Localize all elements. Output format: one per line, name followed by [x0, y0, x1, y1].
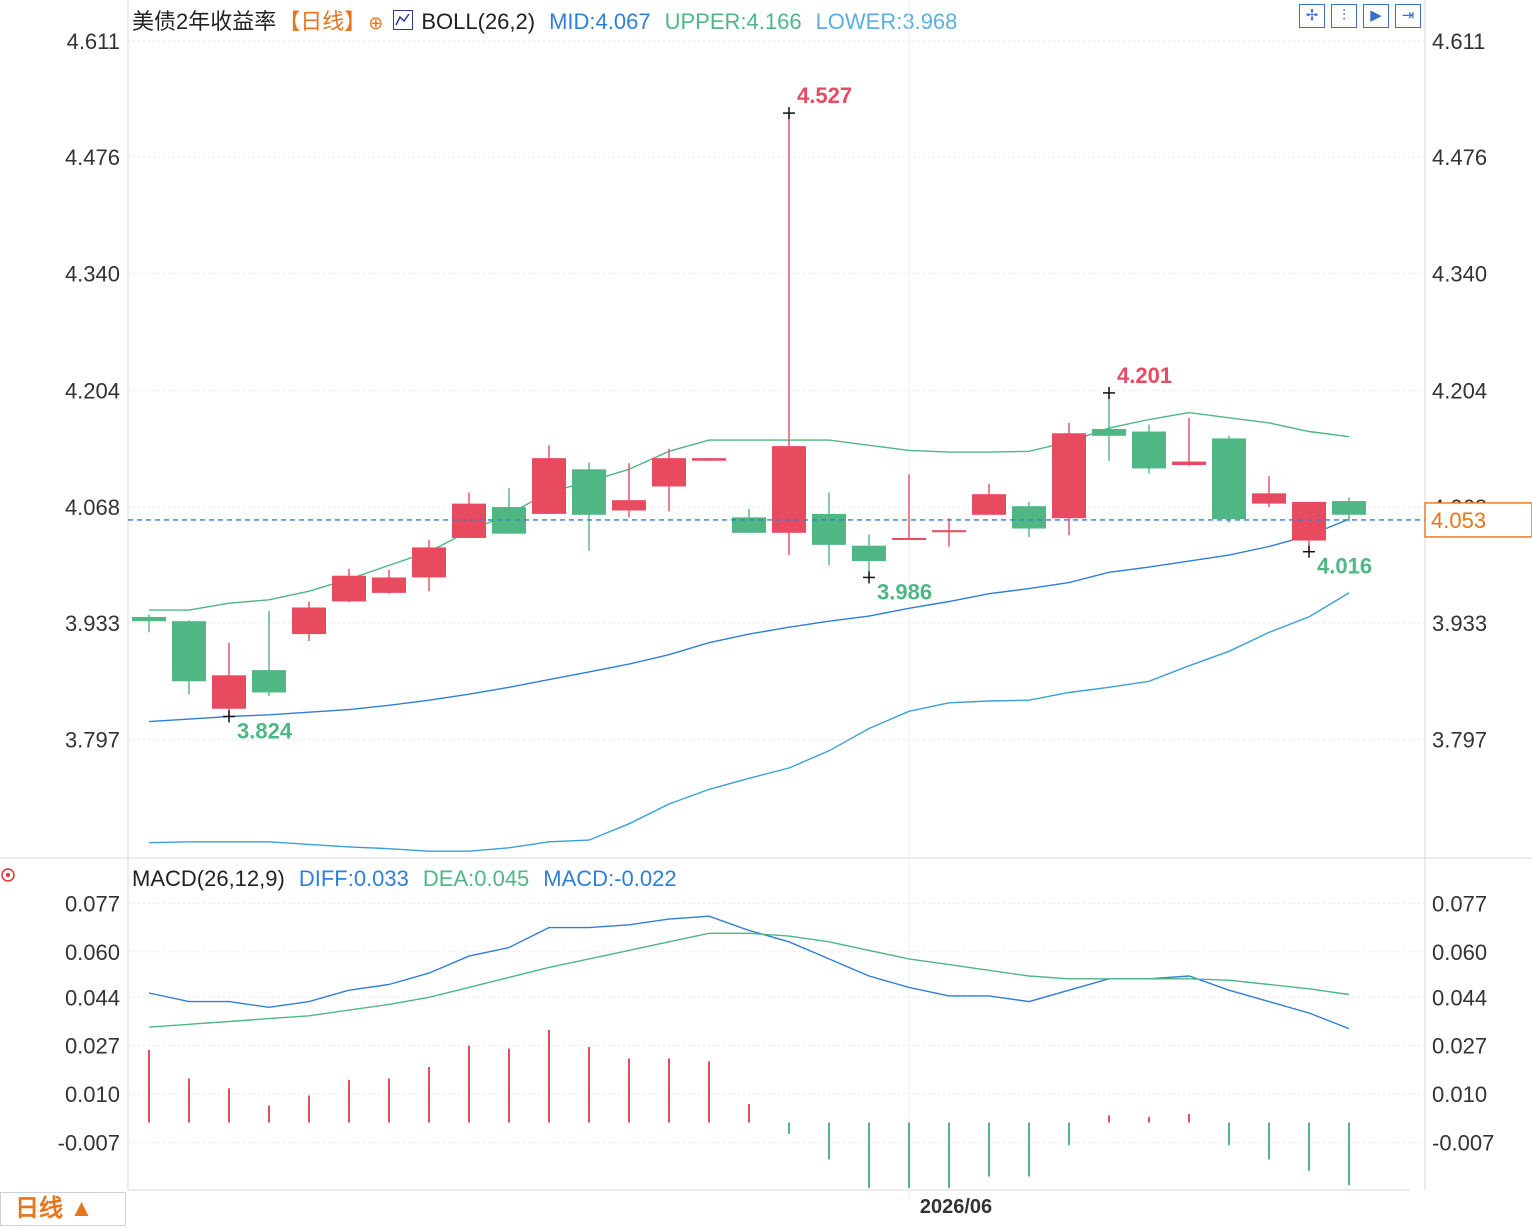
boll-label: BOLL(26,2): [421, 9, 536, 34]
macd-chart-header: MACD(26,12,9) DIFF:0.033 DEA:0.045 MACD:-0.…: [132, 866, 691, 892]
macd-y-tick-label-left: 0.060: [65, 940, 120, 965]
candle-body: [212, 675, 246, 709]
candle-body: [172, 621, 206, 682]
candle-body: [1012, 506, 1046, 529]
y-tick-label-left: 4.611: [67, 29, 120, 54]
candle-body: [1172, 461, 1206, 466]
add-indicator-icon[interactable]: ⊕: [368, 13, 384, 33]
y-tick-label-right: 4.476: [1432, 145, 1487, 170]
macd-y-tick-label-left: 0.044: [65, 985, 120, 1010]
y-tick-label-left: 4.476: [65, 145, 120, 170]
boll-mid-line: [148, 518, 1350, 723]
macd-y-tick-label-left: 0.077: [65, 891, 120, 916]
candle-body: [1292, 501, 1326, 541]
macd-label: MACD(26,12,9): [132, 866, 285, 891]
macd-dea-value: DEA:0.045: [422, 866, 530, 891]
candle-body: [772, 446, 806, 533]
play-tool-icon[interactable]: ▶: [1363, 4, 1389, 28]
macd-y-tick-label-right: 0.010: [1432, 1082, 1487, 1107]
main-chart-header: 美债2年收益率【日线】 ⊕ BOLL(26,2) MID:4.067 UPPER:4.1…: [132, 4, 971, 36]
macd-y-tick-label-right: 0.060: [1432, 940, 1487, 965]
boll-indicator-icon[interactable]: [393, 10, 414, 30]
macd-hist-value: MACD:-0.022: [543, 866, 677, 891]
extreme-label: 3.986: [877, 579, 932, 604]
last-price-label: 4.053: [1431, 508, 1486, 533]
y-tick-label-right: 3.797: [1432, 728, 1487, 753]
extreme-label: 3.824: [237, 718, 293, 743]
forward-tool-icon[interactable]: ⇥: [1395, 4, 1421, 28]
instrument-title: 美债2年收益率: [132, 9, 277, 34]
y-tick-label-left: 3.797: [65, 728, 120, 753]
boll-mid-value: MID:4.067: [549, 9, 651, 34]
macd-y-tick-label-right: 0.027: [1432, 1034, 1487, 1059]
macd-y-tick-label-left: 0.027: [65, 1034, 120, 1059]
candle-body: [972, 494, 1006, 515]
extreme-label: 4.527: [797, 83, 852, 108]
boll-lower-line: [148, 592, 1350, 852]
candle-body: [892, 537, 926, 540]
macd-y-tick-label-right: 0.044: [1432, 985, 1487, 1010]
candle-body: [332, 575, 366, 602]
candle-body: [372, 577, 406, 593]
candle-body: [252, 670, 286, 693]
candle-body: [852, 545, 886, 562]
period-tag[interactable]: 【日线】: [278, 9, 367, 34]
candle-body: [1092, 428, 1126, 436]
candle-body: [532, 458, 566, 514]
candle-body: [732, 517, 766, 533]
ohlc-tool-icon[interactable]: ⫶: [1331, 4, 1357, 28]
boll-lower-value: LOWER:3.968: [815, 9, 958, 34]
candle-body: [412, 547, 446, 578]
candle-body: [1332, 501, 1366, 515]
macd-y-tick-label-right: -0.007: [1432, 1130, 1494, 1155]
candle-body: [132, 616, 166, 622]
y-tick-label-right: 4.204: [1432, 378, 1487, 403]
candle-body: [292, 607, 326, 635]
y-tick-label-right: 3.933: [1432, 611, 1487, 636]
macd-settings-icon[interactable]: [1, 868, 15, 882]
y-tick-label-left: 4.204: [65, 378, 120, 403]
candle-body: [692, 458, 726, 461]
candle-body: [1212, 438, 1246, 520]
macd-y-tick-label-right: 0.077: [1432, 891, 1487, 916]
grid-tool-icon[interactable]: ✢: [1299, 4, 1325, 28]
macd-y-tick-label-left: 0.010: [65, 1082, 120, 1107]
x-axis-date-label: 2026/06: [920, 1196, 992, 1218]
candle-body: [1052, 433, 1086, 519]
candle-body: [652, 458, 686, 487]
y-tick-label-right: 4.340: [1432, 262, 1487, 287]
candle-body: [1252, 493, 1286, 504]
candle-body: [572, 469, 606, 515]
macd-y-tick-label-left: -0.007: [58, 1130, 120, 1155]
y-tick-label-left: 4.068: [65, 495, 120, 520]
last-price-box: [1424, 502, 1532, 538]
period-selector-button[interactable]: 日线 ▲: [0, 1192, 126, 1226]
macd-dea-line: [148, 932, 1350, 1028]
candle-body: [452, 503, 486, 538]
candle-body: [932, 530, 966, 533]
candle-body: [1132, 431, 1166, 469]
y-tick-label-left: 4.340: [65, 262, 120, 287]
macd-diff-value: DIFF:0.033: [298, 866, 409, 891]
boll-upper-value: UPPER:4.166: [664, 9, 802, 34]
extreme-label: 4.016: [1317, 554, 1372, 579]
candle-body: [812, 513, 846, 545]
y-tick-label-right: 4.611: [1432, 29, 1485, 54]
extreme-label: 4.201: [1117, 363, 1172, 388]
y-tick-label-left: 3.933: [65, 611, 120, 636]
candle-body: [612, 500, 646, 511]
